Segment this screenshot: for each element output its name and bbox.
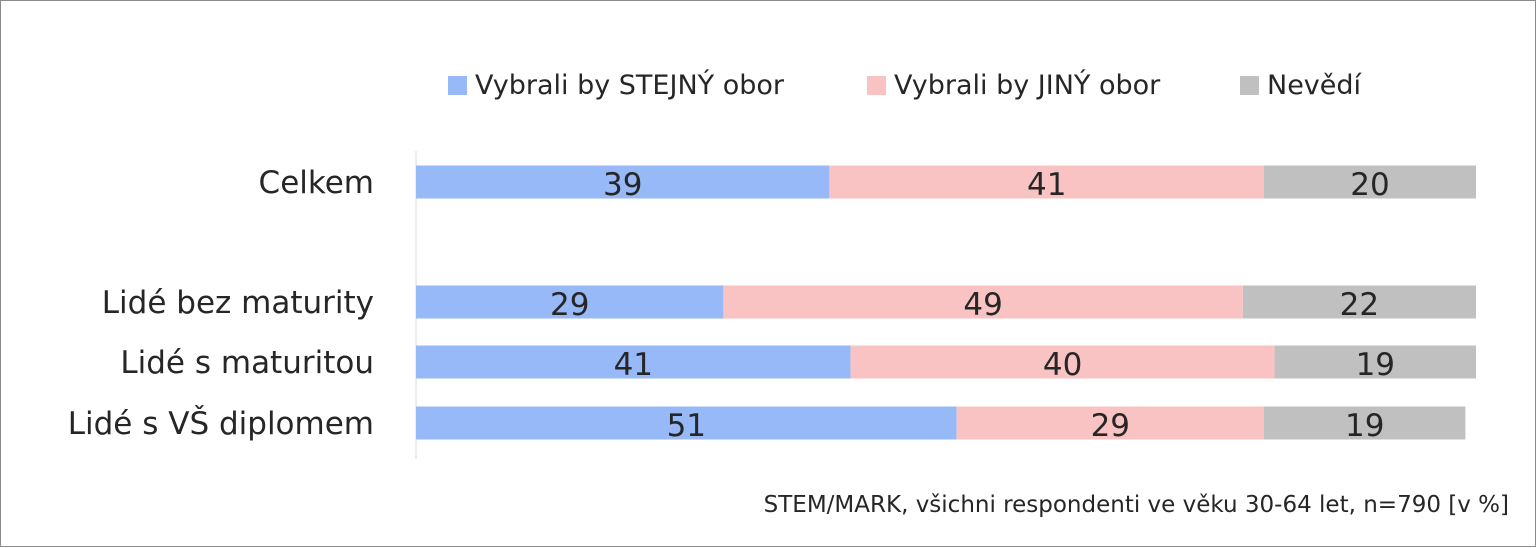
bar-vybrali-by-stejny-obor-celkem — [416, 165, 830, 199]
value-label-vybrali-by-stejny-obor-lide-s-maturitou: 41 — [614, 347, 653, 383]
bar-nevedi-lide-bez-maturity — [1242, 285, 1476, 319]
category-label-lide-s-vs-diplomem: Lidé s VŠ diplomem — [68, 405, 374, 442]
plot-area: Celkem 39 41 20 Lidé bez maturity 29 49 22 Lidé … — [68, 165, 1476, 444]
category-label-lide-s-maturitou: Lidé s maturitou — [120, 345, 374, 381]
bar-vybrali-by-stejny-obor-lide-s-maturitou — [416, 345, 851, 379]
bar-nevedi-lide-s-maturitou — [1274, 345, 1476, 379]
category-label-lide-bez-maturity: Lidé bez maturity — [102, 285, 374, 321]
bar-nevedi-celkem — [1264, 165, 1476, 199]
value-label-vybrali-by-jiny-obor-lide-bez-maturity: 49 — [963, 287, 1002, 323]
legend-swatch-nevedi — [1240, 76, 1259, 95]
source-note: STEM/MARK, všichni respondenti ve věku 3… — [764, 492, 1509, 518]
legend-swatch-vybrali-by-stejny-obor — [448, 76, 467, 95]
value-label-nevedi-celkem: 20 — [1350, 167, 1389, 203]
value-label-vybrali-by-stejny-obor-lide-s-vs-diplomem: 51 — [667, 408, 706, 444]
value-label-nevedi-lide-s-vs-diplomem: 19 — [1345, 408, 1384, 444]
bar-vybrali-by-jiny-obor-lide-s-maturitou — [850, 345, 1275, 379]
value-label-vybrali-by-stejny-obor-celkem: 39 — [603, 167, 642, 203]
bar-vybrali-by-stejny-obor-lide-bez-maturity — [416, 285, 724, 319]
legend-label-nevedi: Nevědí — [1267, 70, 1363, 101]
bar-vybrali-by-jiny-obor-lide-s-vs-diplomem — [956, 406, 1264, 440]
value-label-vybrali-by-stejny-obor-lide-bez-maturity: 29 — [550, 287, 589, 323]
value-label-vybrali-by-jiny-obor-lide-s-vs-diplomem: 29 — [1091, 408, 1130, 444]
value-label-nevedi-lide-bez-maturity: 22 — [1340, 287, 1379, 323]
legend-swatch-vybrali-by-jiny-obor — [867, 76, 886, 95]
bar-vybrali-by-stejny-obor-lide-s-vs-diplomem — [416, 406, 957, 440]
value-label-vybrali-by-jiny-obor-celkem: 41 — [1027, 167, 1066, 203]
legend-label-vybrali-by-stejny-obor: Vybrali by STEJNÝ obor — [475, 69, 785, 101]
legend: Vybrali by STEJNÝ obor Vybrali by JINÝ ob… — [448, 69, 1363, 101]
bar-vybrali-by-jiny-obor-celkem — [829, 165, 1264, 199]
legend-label-vybrali-by-jiny-obor: Vybrali by JINÝ obor — [894, 69, 1161, 101]
bar-nevedi-lide-s-vs-diplomem — [1264, 406, 1466, 440]
value-label-nevedi-lide-s-maturitou: 19 — [1356, 347, 1395, 383]
value-label-vybrali-by-jiny-obor-lide-s-maturitou: 40 — [1043, 347, 1082, 383]
category-label-celkem: Celkem — [259, 165, 374, 201]
bar-vybrali-by-jiny-obor-lide-bez-maturity — [723, 285, 1243, 319]
